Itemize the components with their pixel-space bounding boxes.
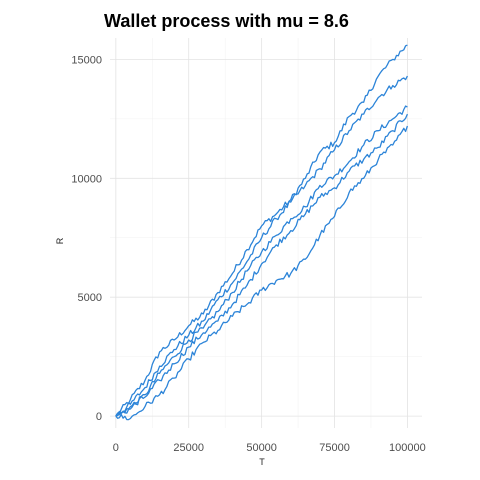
chart-title: Wallet process with mu = 8.6 [104,11,349,31]
series-line-2 [115,75,408,417]
x-tick-label: 100000 [389,442,426,454]
y-tick-label: 10000 [71,173,102,185]
series-line-3 [115,105,408,417]
x-tick-label: 0 [113,442,119,454]
y-tick-label: 15000 [71,54,102,66]
y-ticks: 0 5000 10000 15000 [71,54,102,423]
series-layer [115,44,409,421]
x-axis-label: T [259,457,265,467]
series-line-5 [115,125,409,421]
grid [110,38,422,428]
y-tick-label: 5000 [78,292,102,304]
x-tick-label: 75000 [319,442,350,454]
y-tick-label: 0 [96,411,102,423]
x-tick-label: 25000 [173,442,204,454]
x-tick-label: 50000 [246,442,277,454]
y-axis-label: R [55,237,65,244]
series-line-4 [115,113,408,417]
series-line-1 [115,44,408,417]
x-ticks: 0 25000 50000 75000 100000 [113,442,426,454]
